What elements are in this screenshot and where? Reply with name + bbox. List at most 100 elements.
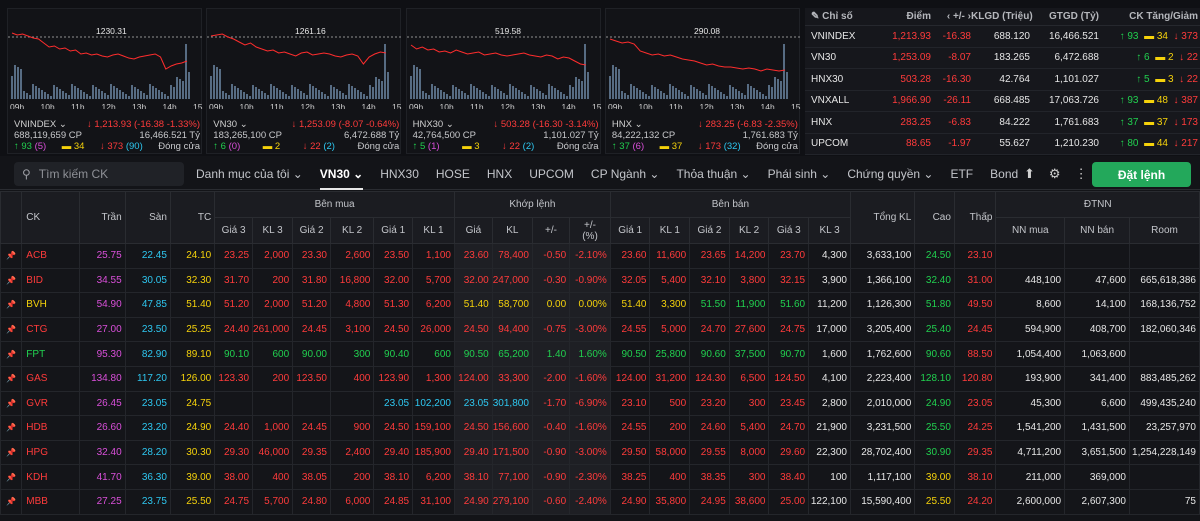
index-row[interactable]: VNXALL 1,966.90 -26.11 668.485 17,063.726 ↑ 9… — [805, 91, 1200, 112]
symbol-cell[interactable]: BVH — [21, 292, 81, 318]
volume-bar — [574, 77, 577, 99]
symbol-cell[interactable]: KDH — [21, 464, 81, 490]
table-row[interactable]: 📌 MBB 27.25 23.75 25.50 24.75 5,700 24.80 6,000 2… — [0, 488, 1200, 515]
volume-bar — [773, 77, 776, 99]
tab-chứng-quyền[interactable]: Chứng quyền ⌄ — [847, 167, 934, 181]
table-row[interactable]: 📌 CTG 27.00 23.50 25.25 24.40 261,000 24.45 3,10… — [0, 316, 1200, 343]
index-chart-hnx[interactable]: 290.08 09h 10h 11h 12h 13h 14h 15h HNX ⌄ ↓ 283.25… — [604, 8, 801, 154]
pin-icon[interactable]: 📌 — [0, 292, 23, 318]
index-row-value: 1,761.683 — [1054, 116, 1100, 128]
more-vertical-icon[interactable]: ⋮ — [1074, 166, 1088, 181]
volume-bar — [330, 85, 333, 99]
table-row[interactable]: 📌 HPG 32.40 28.20 30.30 29.30 46,000 29.35 2,400… — [0, 439, 1200, 466]
tab-vn30[interactable]: VN30 ⌄ — [319, 158, 364, 190]
cell-kl-1: 400 — [649, 464, 691, 490]
table-row[interactable]: 📌 ACB 25.75 22.45 24.10 23.25 2,000 23.30 2,600 2… — [0, 243, 1200, 269]
index-row-volume: 668.485 — [993, 95, 1030, 107]
pin-icon[interactable]: 📌 — [0, 390, 23, 417]
tab-hose[interactable]: HOSE — [435, 167, 470, 181]
tab-cp-ngành[interactable]: CP Ngành ⌄ — [590, 167, 660, 181]
index-row[interactable]: VNINDEX 1,213.93 -16.38 688.120 16,466.521 ↑ … — [805, 26, 1200, 48]
cell-gi-2: 24.95 — [689, 488, 730, 515]
down-count: ↓ 173 — [697, 141, 722, 152]
volume-bar — [454, 87, 457, 99]
volume-bar — [716, 90, 719, 99]
volume-bar — [291, 85, 294, 99]
tab-upcom[interactable]: UPCOM — [529, 167, 574, 181]
index-row-ref: ▬ 44 — [1144, 138, 1168, 150]
cell-kl-1: 31,200 — [649, 365, 691, 392]
place-order-button[interactable]: Đặt lệnh — [1092, 162, 1191, 187]
tab-hnx[interactable]: HNX — [486, 167, 513, 181]
index-row-name: VNINDEX — [811, 30, 856, 42]
index-chart-hnx30[interactable]: 519.58 09h 10h 11h 12h 13h 14h 15h HNX30 ⌄ ↓ 503.… — [405, 8, 602, 154]
volume-bar — [26, 93, 28, 99]
volume-bar — [499, 91, 502, 99]
tab-bond[interactable]: Bond — [990, 167, 1019, 181]
pin-icon[interactable]: 📌 — [0, 439, 23, 466]
cell-kl-2: 6,000 — [329, 488, 375, 515]
pin-icon[interactable]: 📌 — [0, 267, 23, 294]
cell-gi-3: 24.70 — [768, 415, 810, 441]
search-input[interactable]: ⚲ Tìm kiếm CK — [14, 162, 184, 186]
index-row[interactable]: VN30 1,253.09 -8.07 183.265 6,472.688 ↑ 6 ▬ 2… — [805, 48, 1200, 69]
down-count: ↓ 22 — [302, 141, 321, 152]
volume-bar — [188, 72, 190, 99]
index-row-up: ↑ 93 — [1119, 95, 1139, 107]
cell-gi-2: 123.50 — [292, 365, 331, 392]
tab-etf[interactable]: ETF — [950, 167, 974, 181]
symbol-cell[interactable]: MBB — [21, 488, 81, 515]
symbol-cell[interactable]: ACB — [21, 243, 81, 269]
volume-bar — [496, 89, 499, 99]
cell-tc: 39.00 — [169, 464, 216, 490]
table-row[interactable]: 📌 FPT 95.30 82.90 89.10 90.10 600 90.00 300 90.40… — [0, 341, 1200, 367]
pin-icon[interactable]: 📌 — [0, 316, 23, 343]
cell-kl: 94,400 — [491, 316, 533, 343]
tab-phái-sinh[interactable]: Phái sinh ⌄ — [767, 167, 831, 181]
upload-icon[interactable]: ⬆ — [1024, 166, 1035, 181]
pin-icon[interactable]: 📌 — [0, 341, 23, 367]
index-row[interactable]: UPCOM 88.65 -1.97 55.627 1,210.230 ↑ 80 ▬ 44 … — [805, 134, 1200, 155]
symbol-cell[interactable]: BID — [21, 267, 81, 294]
symbol-cell[interactable]: HDB — [21, 415, 81, 441]
volume-bar — [644, 94, 647, 99]
symbol-cell[interactable]: HPG — [21, 439, 81, 466]
volume-bar — [713, 88, 716, 99]
symbol-cell[interactable]: CTG — [21, 316, 81, 343]
index-row[interactable]: HNX 283.25 -6.83 84.222 1,761.683 ↑ 37 ▬ 37 ↓… — [805, 112, 1200, 134]
volume-bar — [418, 69, 421, 99]
cell-gi-: 29.40 — [453, 439, 493, 466]
symbol-cell[interactable]: FPT — [21, 341, 81, 367]
table-row[interactable]: 📌 GAS 134.80 117.20 126.00 123.30 200 123.50 400… — [0, 365, 1200, 392]
pin-icon[interactable]: 📌 — [0, 415, 23, 441]
table-row[interactable]: 📌 HDB 26.60 23.20 24.90 24.40 1,000 24.45 900 24.… — [0, 415, 1200, 441]
cell-kl-1: 3,300 — [649, 292, 691, 318]
cell-gi-1: 123.90 — [373, 365, 414, 392]
cell--: -1.60% — [569, 415, 611, 441]
tab-hnx30[interactable]: HNX30 — [380, 167, 419, 181]
cell-nn-mua: 211,000 — [995, 464, 1066, 490]
table-row[interactable]: 📌 GVR 26.45 23.05 24.75 23.05 102,200 23.05 301,… — [0, 390, 1200, 417]
gear-icon[interactable]: ⚙ — [1048, 166, 1061, 181]
table-row[interactable]: 📌 KDH 41.70 36.30 39.00 38.00 400 38.05 200 38.10… — [0, 464, 1200, 490]
symbol-cell[interactable]: GAS — [21, 365, 81, 392]
pin-icon[interactable]: 📌 — [0, 488, 23, 515]
cell-gi-1: 23.05 — [373, 390, 414, 417]
symbol-cell[interactable]: GVR — [21, 390, 81, 417]
cell-kl-1: 31,100 — [412, 488, 455, 515]
time-label: 14h — [362, 102, 376, 109]
volume-bar — [167, 96, 169, 99]
volume-bar — [56, 87, 58, 99]
table-row[interactable]: 📌 BVH 54.90 47.85 51.40 51.20 2,000 51.20 4,800 5… — [0, 292, 1200, 318]
board-tabs: Danh mục của tôi ⌄ VN30 ⌄ HNX30 HOSE HNX UPCO… — [196, 158, 1035, 190]
pin-icon[interactable]: 📌 — [0, 464, 23, 490]
pin-icon[interactable]: 📌 — [0, 243, 23, 269]
tab-thỏa-thuận[interactable]: Thỏa thuận ⌄ — [676, 167, 751, 181]
table-row[interactable]: 📌 BID 34.55 30.05 32.30 31.70 200 31.80 16,800 32… — [0, 267, 1200, 294]
index-chart-vnindex[interactable]: 1230.31 09h 10h 11h 12h 13h 14h 15h VNINDEX ⌄ ↓ 1… — [7, 8, 203, 154]
index-chart-vn30[interactable]: 1261.16 09h 10h 11h 12h 13h 14h 15h VN30 ⌄ ↓ 1,25… — [206, 8, 403, 154]
volume-bar — [782, 44, 785, 99]
index-row[interactable]: HNX30 503.28 -16.30 42.764 1,101.027 ↑ 5 ▬ 3 … — [805, 69, 1200, 91]
pin-icon[interactable]: 📌 — [0, 365, 23, 392]
tab-danh-mục-của-tôi[interactable]: Danh mục của tôi ⌄ — [196, 167, 303, 181]
